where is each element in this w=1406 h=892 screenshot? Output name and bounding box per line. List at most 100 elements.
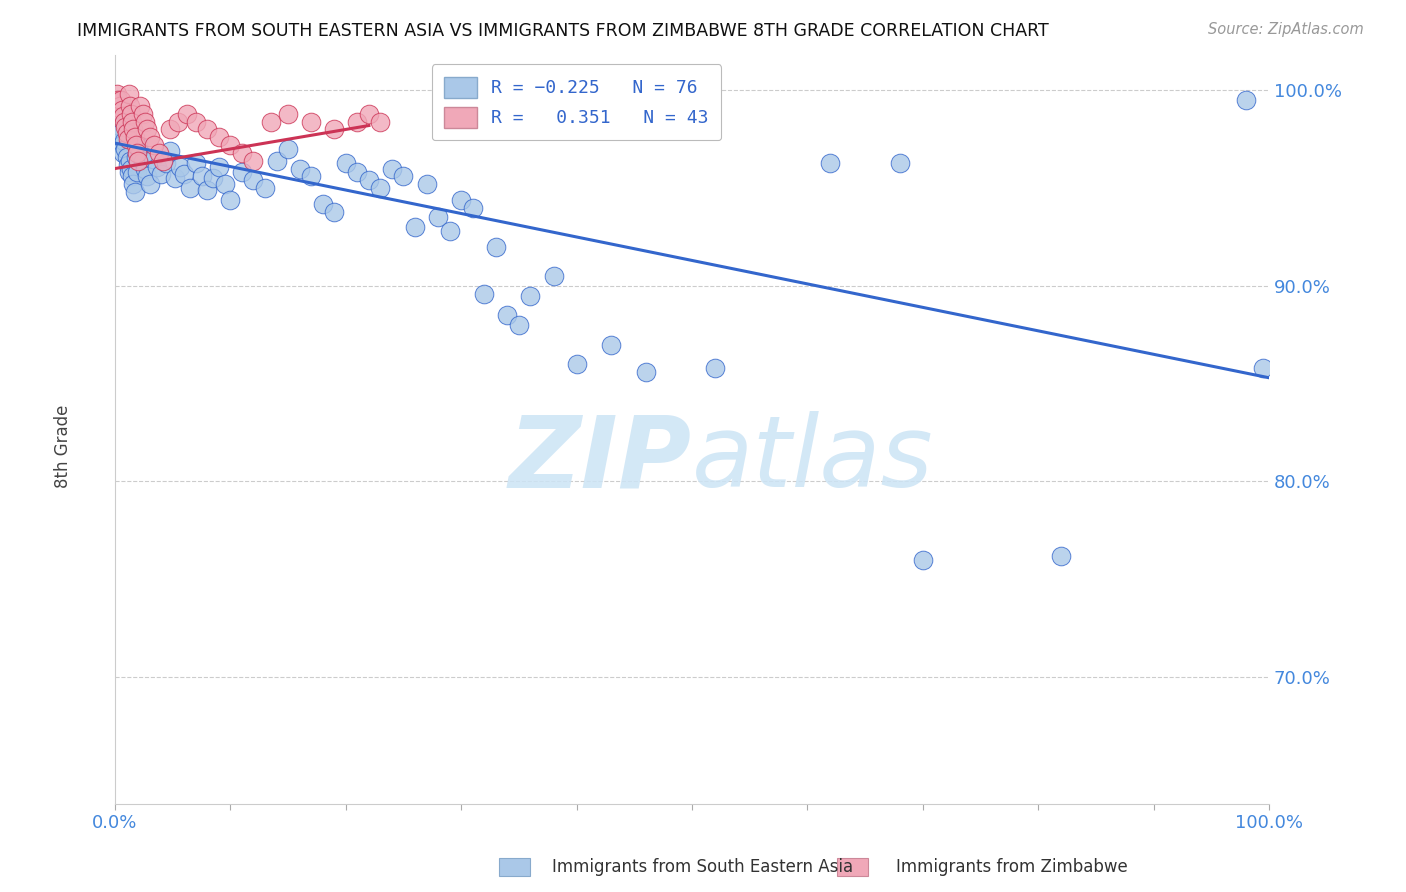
- Point: [129, 145, 152, 160]
- Point: [323, 204, 346, 219]
- Point: [176, 107, 198, 121]
- Point: [214, 177, 236, 191]
- Point: [323, 122, 346, 136]
- Point: [134, 161, 156, 176]
- Point: [136, 169, 159, 184]
- Point: [107, 132, 129, 146]
- Point: [155, 155, 177, 169]
- Point: [122, 177, 145, 191]
- Point: [461, 201, 484, 215]
- Point: [105, 87, 128, 102]
- Point: [911, 552, 934, 566]
- Point: [346, 114, 368, 128]
- Point: [820, 155, 842, 169]
- Point: [138, 130, 160, 145]
- Point: [112, 145, 135, 160]
- Text: Source: ZipAtlas.com: Source: ZipAtlas.com: [1208, 22, 1364, 37]
- Point: [184, 114, 207, 128]
- Point: [404, 220, 426, 235]
- Point: [543, 269, 565, 284]
- Point: [108, 119, 131, 133]
- Point: [335, 155, 357, 169]
- Point: [288, 161, 311, 176]
- Point: [127, 138, 149, 153]
- Point: [121, 114, 143, 128]
- Point: [138, 177, 160, 191]
- Point: [159, 122, 181, 136]
- Point: [114, 142, 136, 156]
- Point: [219, 138, 242, 153]
- Point: [195, 122, 218, 136]
- Point: [600, 337, 623, 351]
- Point: [704, 361, 727, 376]
- Point: [202, 171, 225, 186]
- Point: [111, 138, 134, 153]
- Point: [125, 138, 148, 153]
- Legend: R = −0.225   N = 76, R =   0.351   N = 43: R = −0.225 N = 76, R = 0.351 N = 43: [432, 64, 721, 140]
- Point: [111, 103, 134, 117]
- Point: [508, 318, 530, 332]
- Point: [136, 122, 159, 136]
- Text: 8th Grade: 8th Grade: [55, 404, 72, 488]
- Point: [346, 165, 368, 179]
- Text: ZIP: ZIP: [509, 411, 692, 508]
- Point: [125, 150, 148, 164]
- Point: [208, 130, 231, 145]
- Point: [107, 93, 129, 107]
- Point: [370, 114, 392, 128]
- Point: [134, 114, 156, 128]
- Point: [120, 107, 142, 121]
- Point: [370, 181, 392, 195]
- Point: [145, 160, 167, 174]
- Point: [143, 138, 166, 153]
- Point: [112, 114, 135, 128]
- Point: [208, 160, 231, 174]
- Point: [108, 99, 131, 113]
- Point: [381, 161, 404, 176]
- Point: [427, 211, 450, 225]
- Point: [114, 120, 136, 135]
- Point: [142, 152, 165, 166]
- Point: [127, 153, 149, 168]
- Point: [277, 142, 299, 156]
- Point: [148, 145, 170, 160]
- Point: [242, 173, 264, 187]
- Point: [634, 365, 657, 379]
- Point: [450, 193, 472, 207]
- Point: [184, 155, 207, 169]
- Point: [152, 153, 174, 168]
- Point: [415, 177, 437, 191]
- Point: [519, 288, 541, 302]
- Point: [150, 168, 173, 182]
- Point: [129, 99, 152, 113]
- Point: [118, 165, 141, 179]
- Point: [118, 99, 141, 113]
- Point: [392, 169, 415, 184]
- Point: [312, 196, 335, 211]
- Point: [169, 160, 191, 174]
- Text: Immigrants from South Eastern Asia: Immigrants from South Eastern Asia: [553, 858, 853, 876]
- Point: [485, 240, 508, 254]
- Point: [277, 107, 299, 121]
- Point: [125, 145, 148, 160]
- Point: [115, 126, 138, 140]
- Point: [472, 286, 495, 301]
- Point: [195, 183, 218, 197]
- Point: [219, 193, 242, 207]
- Point: [190, 169, 212, 184]
- Point: [118, 153, 141, 168]
- Point: [124, 130, 146, 145]
- Point: [115, 150, 138, 164]
- Point: [118, 87, 141, 102]
- Point: [117, 158, 139, 172]
- Point: [266, 153, 288, 168]
- Point: [121, 169, 143, 184]
- Point: [253, 181, 276, 195]
- Text: atlas: atlas: [692, 411, 934, 508]
- Point: [299, 169, 322, 184]
- Point: [110, 126, 132, 140]
- Point: [163, 171, 186, 186]
- Point: [231, 165, 253, 179]
- Point: [565, 357, 588, 371]
- Point: [132, 107, 155, 121]
